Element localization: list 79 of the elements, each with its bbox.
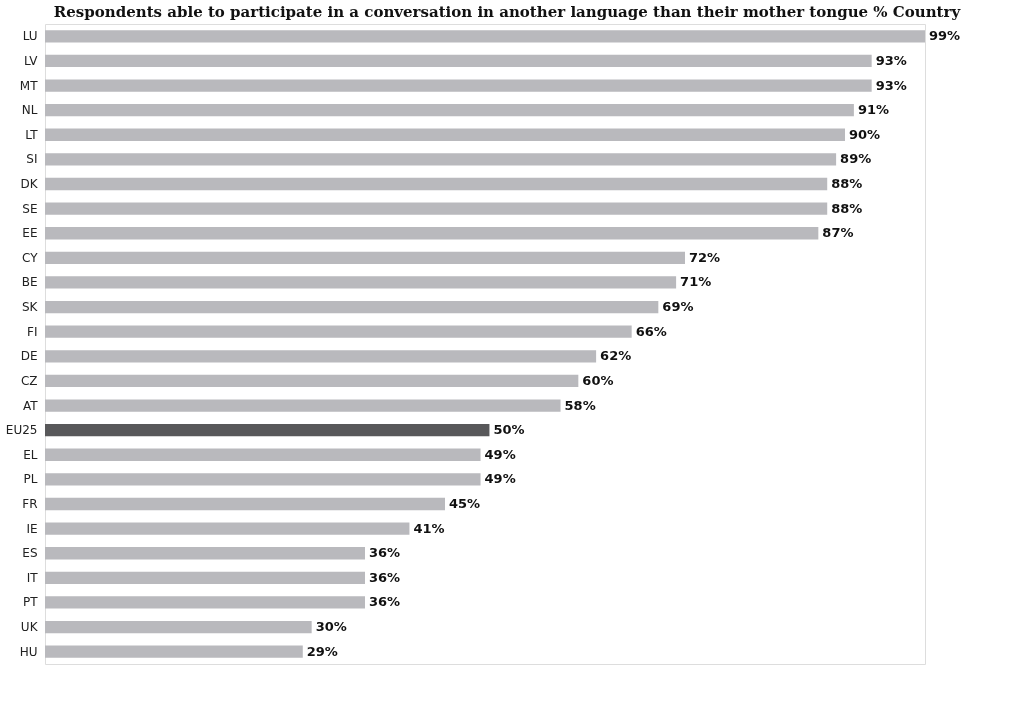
data-label: 41%: [413, 520, 445, 536]
bar: [45, 350, 597, 363]
bar: [45, 571, 365, 584]
y-tick-label: DK: [20, 177, 39, 191]
y-tick-label: EU25: [5, 423, 38, 438]
y-tick-label: MT: [19, 78, 39, 93]
y-tick-label: PL: [23, 472, 38, 487]
y-tick-label: IE: [26, 521, 38, 536]
data-label: 49%: [484, 471, 516, 487]
y-tick-label: EE: [22, 226, 38, 241]
bar: [45, 79, 872, 92]
y-tick-label: BE: [21, 275, 38, 290]
y-tick-label: EL: [23, 447, 38, 462]
y-tick-label: IT: [26, 570, 39, 585]
y-tick-label: CZ: [20, 373, 38, 388]
y-tick-label: NL: [21, 103, 38, 118]
bar: [45, 325, 632, 338]
y-tick-label: AT: [22, 398, 39, 413]
y-tick-label: UK: [20, 620, 39, 635]
data-label: 89%: [840, 151, 872, 167]
data-label: 45%: [449, 496, 481, 511]
bar: [45, 547, 365, 560]
bar: [45, 227, 819, 240]
data-label: 69%: [662, 299, 694, 315]
bar: [45, 153, 837, 166]
data-label: 36%: [369, 569, 401, 585]
bar: [45, 54, 872, 68]
bar: [45, 202, 828, 215]
data-label: 71%: [680, 274, 712, 290]
bar: [45, 620, 312, 634]
data-label: 49%: [484, 446, 516, 462]
bar: [45, 448, 481, 461]
bar: [45, 424, 490, 437]
data-label: 66%: [635, 323, 667, 339]
bar: [45, 251, 685, 264]
chart-title: Respondents able to participate in a conversation in another language than their mother tongue % Country: [53, 3, 962, 21]
data-label: 50%: [493, 422, 525, 438]
bar: [45, 522, 410, 535]
y-tick-label: PT: [22, 595, 39, 610]
data-label: 72%: [689, 249, 721, 265]
bar: [45, 104, 854, 117]
y-tick-label: LT: [25, 127, 39, 142]
data-label: 36%: [369, 594, 401, 610]
y-tick-label: LV: [23, 53, 39, 68]
bar: [45, 645, 303, 658]
data-label: 29%: [306, 643, 338, 659]
bar: [45, 399, 561, 412]
y-tick-label: SK: [22, 300, 39, 315]
bar: [45, 497, 445, 511]
bar: [45, 177, 828, 191]
y-tick-label: HU: [19, 644, 38, 659]
data-label: 93%: [875, 52, 907, 68]
bar: [45, 276, 677, 289]
data-label: 88%: [831, 200, 863, 216]
bar: [45, 473, 481, 486]
data-label: 58%: [564, 397, 596, 413]
bar: [45, 300, 659, 314]
data-label: 88%: [831, 176, 863, 191]
data-label: 62%: [600, 348, 632, 364]
data-label: 87%: [822, 225, 854, 241]
y-tick-label: ES: [22, 546, 38, 561]
data-label: 91%: [857, 102, 890, 118]
y-tick-label: DE: [20, 349, 38, 364]
y-tick-label: FI: [27, 324, 38, 339]
y-tick-label: SE: [22, 201, 38, 216]
data-label: 30%: [315, 619, 347, 635]
y-tick-label: LU: [22, 29, 38, 44]
y-tick-label: SI: [26, 152, 38, 167]
data-label: 99%: [929, 28, 961, 44]
bar: [45, 128, 845, 141]
y-tick-label: FR: [22, 497, 38, 511]
bar: [45, 30, 925, 43]
bar: [45, 596, 365, 609]
bar: [45, 374, 579, 388]
data-label: 36%: [369, 545, 401, 561]
data-label: 93%: [875, 77, 907, 93]
data-label: 90%: [849, 126, 881, 142]
y-tick-label: CY: [22, 250, 39, 265]
data-label: 60%: [582, 372, 614, 388]
